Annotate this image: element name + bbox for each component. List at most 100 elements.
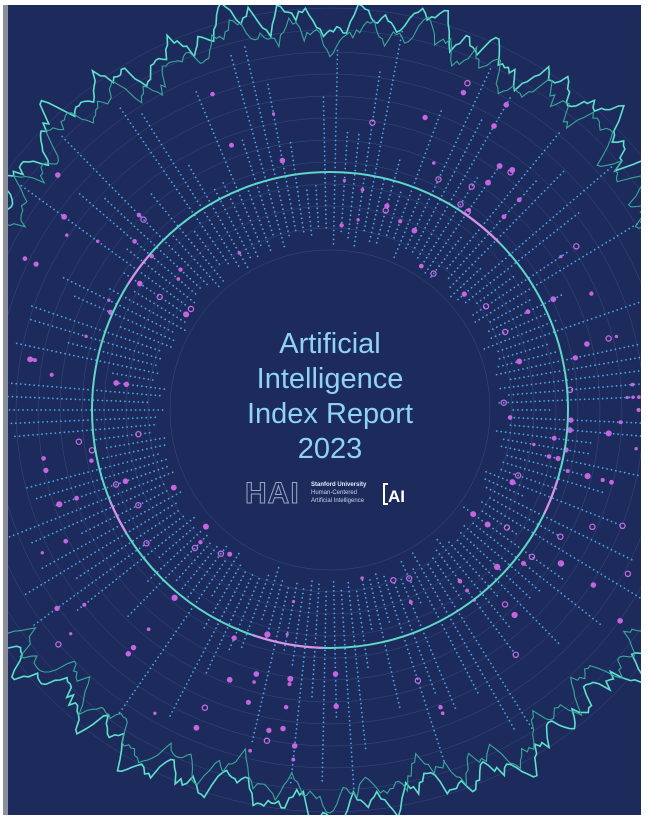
- dot: [127, 118, 129, 121]
- dot: [460, 129, 463, 132]
- dot: [201, 563, 204, 566]
- dot: [126, 261, 128, 264]
- dot: [69, 597, 72, 600]
- dot: [90, 337, 93, 339]
- dot: [428, 600, 431, 602]
- dot: [142, 492, 145, 495]
- dot: [333, 198, 336, 200]
- dot: [360, 195, 363, 198]
- dot: [37, 524, 40, 527]
- dot: [226, 212, 229, 215]
- dot: [186, 296, 189, 298]
- dot: [62, 409, 65, 411]
- dot: [542, 225, 544, 227]
- dot: [400, 239, 403, 242]
- dot: [266, 240, 269, 243]
- ring-dot: [501, 328, 509, 336]
- dot: [567, 439, 570, 441]
- dot: [578, 258, 581, 260]
- dot: [454, 243, 457, 246]
- dot: [309, 225, 312, 227]
- dot: [499, 615, 502, 617]
- dot: [105, 446, 108, 449]
- dot: [457, 223, 460, 226]
- ring-dot: [217, 550, 225, 557]
- dot: [179, 491, 182, 494]
- ring-dot: [503, 524, 511, 531]
- dot: [51, 577, 54, 579]
- dot: [106, 571, 108, 573]
- dot: [531, 452, 534, 454]
- dot: [94, 327, 97, 330]
- dot: [360, 621, 363, 624]
- pink-dot: [125, 651, 132, 657]
- dot: [434, 692, 437, 694]
- dot: [216, 603, 219, 606]
- dot: [149, 498, 152, 500]
- dot: [142, 483, 145, 485]
- dot: [224, 631, 227, 633]
- dot: [494, 335, 497, 338]
- dot: [611, 385, 613, 388]
- dot: [168, 320, 171, 323]
- pink-dot: [461, 291, 467, 297]
- dot: [243, 102, 246, 105]
- dot: [477, 281, 480, 283]
- dot: [220, 639, 223, 641]
- dot: [636, 343, 639, 346]
- dot: [476, 603, 479, 605]
- dot: [199, 184, 202, 187]
- dot: [272, 110, 274, 112]
- dot: [586, 319, 589, 322]
- dot: [524, 578, 527, 580]
- dot: [117, 193, 120, 196]
- dot: [495, 696, 497, 699]
- dot: [477, 257, 480, 260]
- dot: [73, 320, 76, 322]
- dot: [599, 431, 602, 434]
- dot: [500, 557, 503, 560]
- dot: [174, 566, 177, 569]
- dot: [313, 650, 316, 653]
- dot: [371, 587, 373, 590]
- dot: [521, 212, 524, 215]
- dot: [121, 708, 124, 710]
- pink-dot: [22, 256, 28, 261]
- dot: [177, 510, 180, 512]
- dot: [606, 518, 609, 521]
- dot: [418, 169, 421, 172]
- dot: [484, 275, 487, 277]
- dot: [313, 655, 316, 658]
- dot: [55, 574, 58, 577]
- dot: [294, 741, 296, 744]
- dot: [599, 623, 601, 625]
- dot: [232, 257, 235, 260]
- dot: [420, 234, 422, 237]
- dot: [94, 338, 97, 341]
- dot: [396, 248, 399, 250]
- dot: [351, 196, 354, 199]
- dot: [137, 359, 140, 362]
- dot: [582, 452, 585, 454]
- dot: [604, 575, 607, 578]
- dot: [254, 207, 256, 209]
- dot: [608, 420, 610, 423]
- dot: [278, 626, 280, 629]
- dot: [113, 516, 116, 518]
- dot: [414, 556, 416, 559]
- dot: [300, 601, 303, 604]
- dot: [199, 552, 202, 555]
- dot: [472, 104, 475, 107]
- dot: [577, 507, 579, 510]
- dot: [451, 247, 454, 250]
- pink-dot: [422, 114, 428, 121]
- dot: [321, 779, 324, 782]
- dot: [32, 434, 34, 436]
- dot: [411, 250, 414, 253]
- dot: [263, 688, 266, 690]
- dot: [594, 431, 597, 434]
- dot: [139, 425, 142, 427]
- dot: [97, 399, 99, 402]
- dot: [324, 163, 326, 166]
- dot: [528, 348, 531, 351]
